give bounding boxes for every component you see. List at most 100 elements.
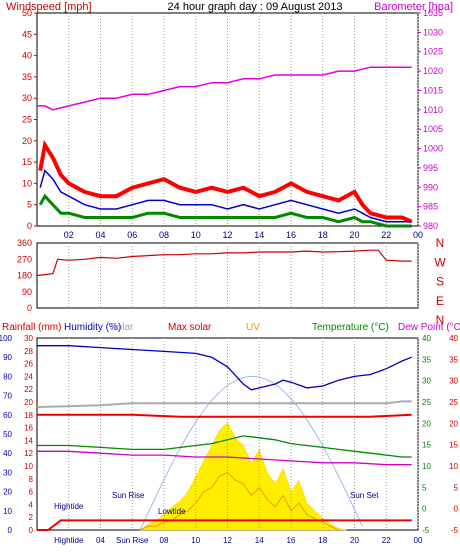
solar-series: [36, 400, 412, 409]
rainfall-tick-label: 24: [24, 372, 33, 381]
rainfall-tick-label: 8: [29, 475, 34, 484]
dewpoint-tick-label: 5: [454, 483, 459, 492]
gust-series: [38, 139, 413, 224]
direction-right-letter: E: [436, 294, 444, 308]
baro-right-tick-label: 980: [423, 221, 438, 231]
rainfall-tick-label: 0: [29, 526, 34, 535]
dewpoint-tick-label: 35: [449, 355, 458, 364]
temp-tick-label: -5: [422, 526, 430, 535]
dewpoint-tick-label: 0: [454, 505, 459, 514]
wind-left-tick-label: 0: [27, 221, 32, 231]
wind-x-tick-label: 10: [191, 230, 201, 240]
baro-right-tick-label: 990: [423, 182, 438, 192]
dewpoint-tick-label: 15: [449, 441, 458, 450]
wind-left-tick-label: 25: [22, 115, 32, 125]
rainfall-tick-label: 6: [29, 488, 34, 497]
humidity-tick-label: 40: [3, 449, 12, 458]
weather-x-tick-label: 22: [382, 536, 391, 545]
direction-right-letter: W: [434, 255, 446, 269]
weather-x-tick-label: 10: [191, 536, 200, 545]
temp-tick-label: 5: [422, 483, 427, 492]
humidity-tick-label: 60: [3, 411, 12, 420]
legend-entry: Max solar: [168, 322, 212, 333]
average-wind-series: [39, 169, 412, 223]
wind-series: [38, 193, 412, 228]
weather-x-tick-label: 12: [223, 536, 232, 545]
wind-left-tick-label: 40: [22, 51, 32, 61]
temp-tick-label: 40: [422, 334, 431, 343]
weather-x-tick-label: 04: [96, 536, 105, 545]
direction-left-tick-label: 360: [17, 238, 32, 248]
direction-right-letter: N: [436, 236, 445, 250]
weather-x-tick-label: Hightide: [54, 536, 84, 545]
baro-right-tick-label: 995: [423, 163, 438, 173]
chart-title: 24 hour graph day : 09 August 2013: [168, 1, 343, 13]
temp-tick-label: 30: [422, 377, 431, 386]
baro-right-tick-label: 1005: [423, 124, 443, 134]
dewpoint-tick-label: 20: [449, 419, 458, 428]
tide-sun-annotation: Hightide: [54, 502, 84, 511]
dewpoint-tick-label: 10: [449, 462, 458, 471]
baro-right-tick-label: 1030: [423, 27, 443, 37]
legend-entry: Rainfall (mm): [2, 322, 61, 333]
weather-x-tick-label: 20: [350, 536, 359, 545]
wind-left-tick-label: 15: [22, 157, 32, 167]
direction-right-letter: S: [436, 275, 444, 289]
tide-sun-annotation: Sun Set: [350, 491, 379, 500]
rainfall-tick-label: 14: [24, 436, 33, 445]
humidity-tick-label: 30: [3, 468, 12, 477]
wind-axis-label: Windspeed [mph]: [6, 1, 92, 13]
weather-x-tick-label: 14: [255, 536, 264, 545]
wind-x-tick-label: 18: [318, 230, 328, 240]
rainfall-tick-label: 16: [24, 424, 33, 433]
legend-entry: Temperature (°C): [312, 322, 389, 333]
baro-right-tick-label: 1010: [423, 105, 443, 115]
tide-sun-annotation: Sun Rise: [112, 491, 145, 500]
humidity-series: [37, 345, 412, 391]
wind-x-tick-label: 22: [381, 230, 391, 240]
wind-x-tick-label: 08: [159, 230, 169, 240]
dewpoint-tick-label: 30: [449, 377, 458, 386]
weather-x-tick-label: 00: [414, 536, 423, 545]
humidity-tick-label: 70: [3, 392, 12, 401]
legend-entry: Dew Point (°C): [398, 322, 460, 333]
tide-sun-annotation: Lowtide: [158, 507, 186, 516]
wind-left-tick-label: 45: [22, 29, 32, 39]
rainfall-series: [37, 519, 412, 531]
direction-left-tick-label: 0: [27, 303, 32, 313]
direction-left-tick-label: 180: [17, 271, 32, 281]
rainfall-tick-label: 22: [24, 385, 33, 394]
wind-left-tick-label: 30: [22, 93, 32, 103]
direction-left-tick-label: 90: [22, 287, 32, 297]
rainfall-tick-label: 12: [24, 449, 33, 458]
dewpoint-tick-label: 25: [449, 398, 458, 407]
wind-left-tick-label: 10: [22, 178, 32, 188]
temp-tick-label: 25: [422, 398, 431, 407]
humidity-tick-label: 20: [3, 488, 12, 497]
rainfall-tick-label: 10: [24, 462, 33, 471]
temp-tick-label: 35: [422, 355, 431, 364]
wind-x-tick-label: 00: [413, 230, 423, 240]
rainfall-tick-label: 20: [24, 398, 33, 407]
temperature-series: [37, 435, 412, 458]
solar-radiation-area: [139, 422, 347, 531]
weather-x-tick-label: Sun Rise: [116, 536, 149, 545]
dewpoint-tick-label: -5: [451, 526, 459, 535]
temp-tick-label: 20: [422, 419, 431, 428]
rainfall-tick-label: 30: [24, 334, 33, 343]
legend-entry: Humidity (%): [64, 322, 121, 333]
humidity-tick-label: 100: [0, 334, 13, 343]
wind-x-tick-label: 20: [349, 230, 359, 240]
legend-entry: UV: [246, 322, 260, 333]
wind-x-tick-label: 06: [127, 230, 137, 240]
wind-left-tick-label: 50: [22, 8, 32, 18]
baro-right-tick-label: 1020: [423, 66, 443, 76]
wind-x-tick-label: 04: [95, 230, 105, 240]
rainfall-tick-label: 26: [24, 360, 33, 369]
wind-left-tick-label: 20: [22, 136, 32, 146]
rainfall-tick-label: 2: [29, 513, 34, 522]
rainfall-tick-label: 18: [24, 411, 33, 420]
baro-right-tick-label: 1025: [423, 47, 443, 57]
